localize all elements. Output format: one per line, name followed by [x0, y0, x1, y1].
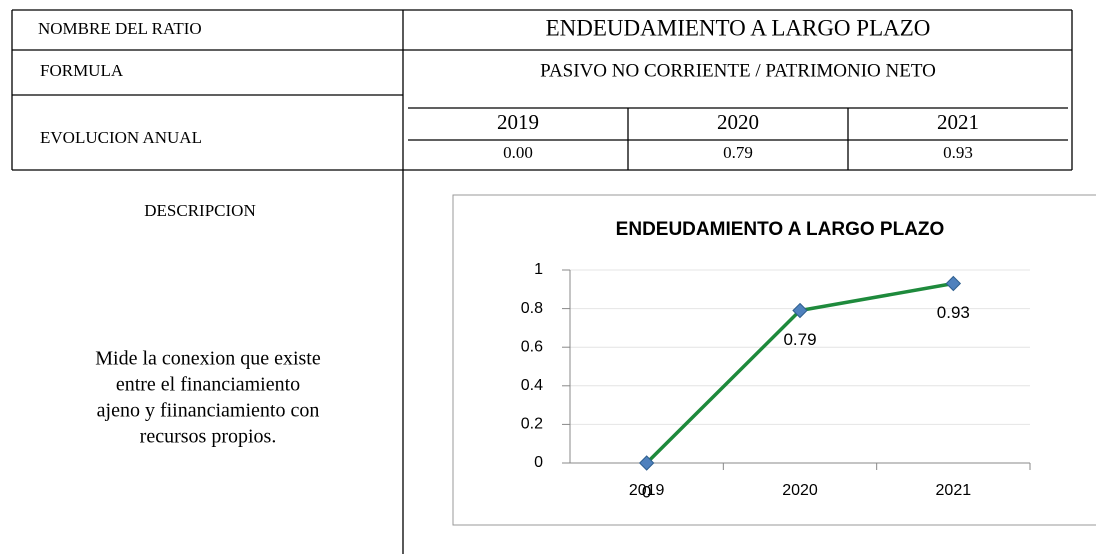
description-line: Mide la conexion que existe [95, 348, 321, 370]
year-value: 0.00 [503, 143, 533, 162]
y-tick-label: 1 [534, 261, 543, 278]
row-value: ENDEUDAMIENTO A LARGO PLAZO [546, 15, 931, 40]
row-value: PASIVO NO CORRIENTE / PATRIMONIO NETO [540, 60, 936, 81]
x-tick-label: 2019 [629, 482, 665, 499]
description-line: entre el financiamiento [116, 374, 300, 396]
row-label: FORMULA [40, 61, 124, 80]
data-label: 0 [642, 482, 651, 501]
data-label: 0.79 [783, 330, 816, 349]
description-line: ajeno y fiinanciamiento con [97, 400, 320, 422]
marker [638, 455, 655, 471]
year: 2019 [497, 110, 539, 134]
chart-title: ENDEUDAMIENTO A LARGO PLAZO [616, 219, 945, 240]
year: 2021 [937, 110, 979, 134]
description-line: recursos propios. [140, 426, 277, 448]
y-tick-label: 0.8 [521, 300, 543, 317]
row-label: NOMBRE DEL RATIO [38, 19, 202, 38]
table-borders [11, 9, 1073, 554]
description-header: DESCRIPCION [144, 201, 255, 220]
marker [792, 302, 808, 319]
y-tick-label: 0.4 [521, 377, 543, 394]
year-value: 0.93 [943, 143, 973, 162]
row-label: EVOLUCION ANUAL [40, 128, 202, 147]
y-tick-label: 0.2 [521, 416, 543, 433]
marker [945, 275, 962, 292]
y-tick-label: 0 [534, 454, 543, 471]
chart-frame [452, 194, 1096, 526]
year: 2020 [717, 110, 759, 134]
x-tick-label: 2020 [782, 482, 818, 499]
y-tick-label: 0.6 [521, 338, 543, 355]
year-value: 0.79 [723, 143, 753, 162]
x-tick-label: 2021 [936, 482, 972, 499]
data-label: 0.93 [937, 303, 970, 322]
